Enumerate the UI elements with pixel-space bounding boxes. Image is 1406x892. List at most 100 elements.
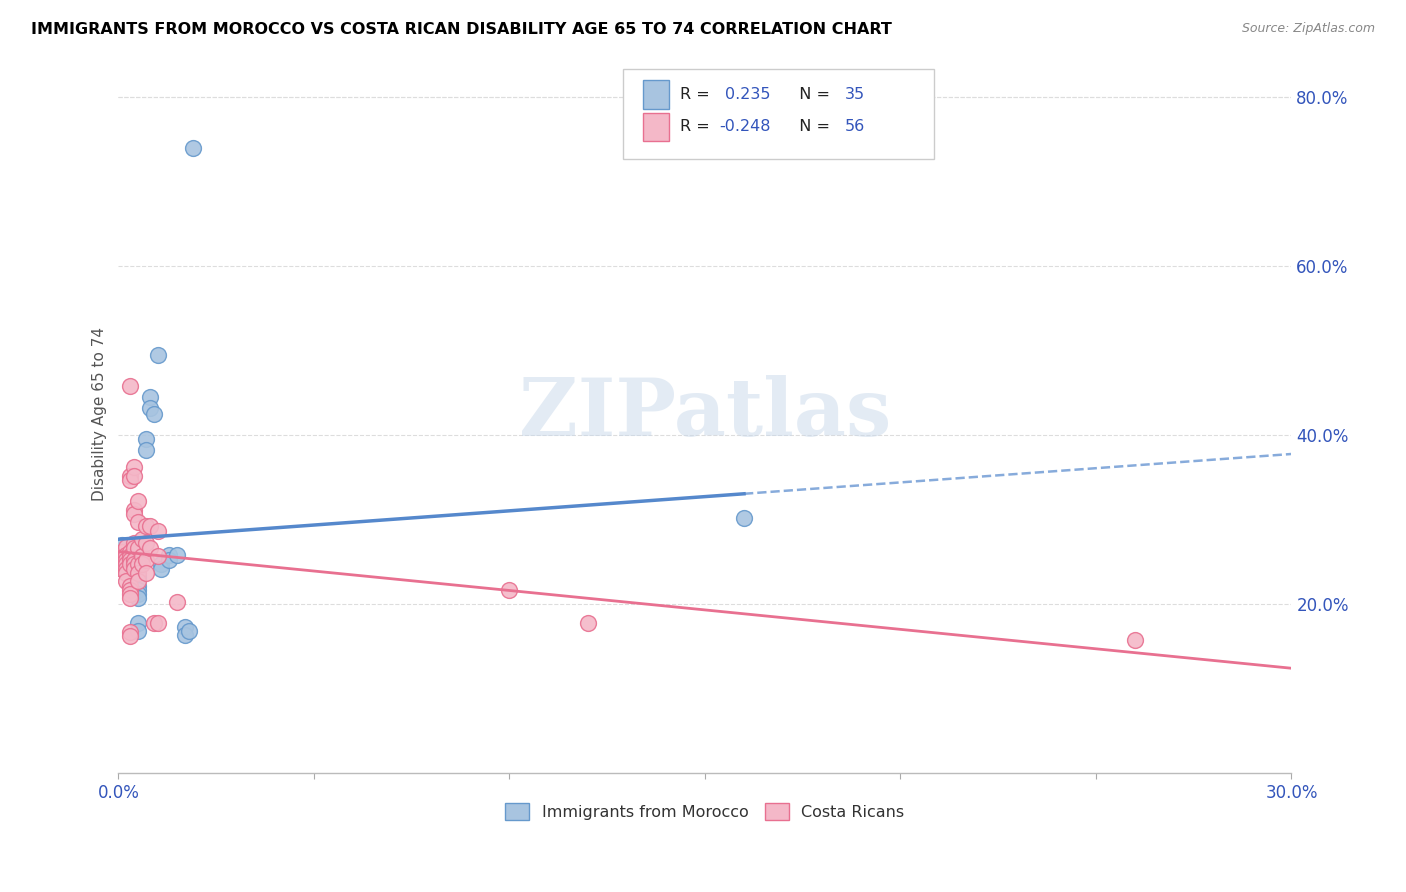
Point bbox=[733, 511, 755, 525]
Legend: Immigrants from Morocco, Costa Ricans: Immigrants from Morocco, Costa Ricans bbox=[499, 797, 911, 826]
Point bbox=[122, 553, 145, 567]
Point bbox=[181, 141, 204, 155]
Point bbox=[166, 548, 188, 562]
Point bbox=[120, 558, 142, 572]
FancyBboxPatch shape bbox=[623, 70, 934, 160]
Point bbox=[111, 538, 134, 552]
Point bbox=[498, 582, 520, 597]
Point bbox=[146, 348, 169, 362]
Point bbox=[135, 566, 157, 580]
Point bbox=[111, 553, 134, 567]
Point bbox=[122, 502, 145, 516]
Point bbox=[138, 519, 160, 533]
Point bbox=[174, 620, 197, 634]
Point bbox=[127, 587, 149, 601]
Text: 56: 56 bbox=[845, 120, 865, 135]
Point bbox=[142, 407, 165, 421]
Point bbox=[127, 540, 149, 554]
Text: 35: 35 bbox=[845, 87, 865, 102]
Text: N =: N = bbox=[789, 87, 835, 102]
Point bbox=[1123, 632, 1146, 647]
Point bbox=[122, 565, 145, 579]
Point bbox=[115, 574, 138, 589]
Point bbox=[122, 553, 145, 567]
Point bbox=[120, 468, 142, 483]
Point bbox=[127, 541, 149, 555]
Point bbox=[111, 562, 134, 576]
Point bbox=[120, 545, 142, 559]
Text: N =: N = bbox=[789, 120, 835, 135]
Point bbox=[120, 591, 142, 606]
Point bbox=[115, 558, 138, 572]
Point bbox=[120, 582, 142, 597]
Point bbox=[111, 545, 134, 559]
Point bbox=[576, 615, 599, 630]
Point bbox=[135, 519, 157, 533]
Point bbox=[135, 553, 157, 567]
Point bbox=[115, 566, 138, 580]
Point bbox=[135, 443, 157, 458]
Point bbox=[122, 570, 145, 584]
Text: R =: R = bbox=[681, 87, 720, 102]
Text: ZIPatlas: ZIPatlas bbox=[519, 376, 891, 453]
Point bbox=[127, 515, 149, 529]
Point bbox=[146, 615, 169, 630]
Point bbox=[120, 629, 142, 643]
Point bbox=[127, 591, 149, 606]
Point bbox=[120, 557, 142, 571]
Point bbox=[120, 473, 142, 487]
Point bbox=[127, 494, 149, 508]
Text: Source: ZipAtlas.com: Source: ZipAtlas.com bbox=[1241, 22, 1375, 36]
Point bbox=[122, 541, 145, 555]
Point bbox=[157, 548, 180, 562]
Point bbox=[127, 558, 149, 573]
Point bbox=[120, 379, 142, 393]
Point bbox=[138, 541, 160, 555]
Point bbox=[115, 562, 138, 576]
Point bbox=[127, 624, 149, 639]
Point bbox=[177, 624, 200, 639]
Point bbox=[127, 566, 149, 580]
Point bbox=[146, 549, 169, 563]
Point bbox=[122, 558, 145, 572]
Point bbox=[150, 562, 173, 576]
Point bbox=[127, 582, 149, 597]
FancyBboxPatch shape bbox=[643, 80, 669, 109]
FancyBboxPatch shape bbox=[643, 112, 669, 141]
Point bbox=[122, 536, 145, 550]
Point bbox=[115, 548, 138, 562]
Point bbox=[115, 553, 138, 567]
Point bbox=[120, 625, 142, 640]
Point bbox=[131, 558, 153, 572]
Point bbox=[131, 532, 153, 546]
Point bbox=[115, 548, 138, 562]
Point bbox=[127, 558, 149, 572]
Point bbox=[115, 540, 138, 554]
Point bbox=[120, 578, 142, 592]
Point bbox=[122, 468, 145, 483]
Point bbox=[120, 549, 142, 563]
Point bbox=[120, 553, 142, 567]
Point bbox=[174, 628, 197, 642]
Point bbox=[127, 574, 149, 589]
Point bbox=[120, 587, 142, 601]
Point bbox=[122, 562, 145, 576]
Point bbox=[135, 536, 157, 550]
Text: 0.235: 0.235 bbox=[725, 87, 770, 102]
Point bbox=[138, 390, 160, 404]
Point bbox=[127, 550, 149, 565]
Point bbox=[111, 558, 134, 572]
Point bbox=[150, 557, 173, 571]
Point bbox=[135, 433, 157, 447]
Point bbox=[127, 555, 149, 569]
Point bbox=[166, 595, 188, 609]
Point bbox=[122, 561, 145, 575]
Point bbox=[127, 578, 149, 592]
Text: IMMIGRANTS FROM MOROCCO VS COSTA RICAN DISABILITY AGE 65 TO 74 CORRELATION CHART: IMMIGRANTS FROM MOROCCO VS COSTA RICAN D… bbox=[31, 22, 891, 37]
Point bbox=[131, 549, 153, 563]
Point bbox=[122, 460, 145, 475]
Point bbox=[146, 524, 169, 538]
Point bbox=[127, 570, 149, 584]
Point bbox=[157, 553, 180, 567]
Point bbox=[142, 615, 165, 630]
